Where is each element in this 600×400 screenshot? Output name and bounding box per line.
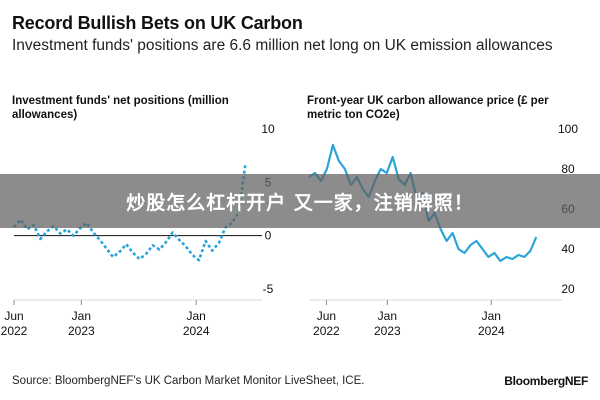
x-tick-label: Jan: [482, 309, 501, 323]
x-tick-label: 2022: [313, 324, 340, 338]
left-panel-title: Investment funds' net positions (million…: [12, 95, 229, 121]
brand-logo: BloombergNEF: [504, 374, 588, 388]
x-tick-label: 2022: [1, 324, 28, 338]
y-tick-label: 10: [261, 122, 275, 136]
y-tick: 20: [561, 282, 575, 296]
carbon-price-chart: 10080604020Jun2022Jan2023Jan2024: [308, 122, 578, 338]
x-tick-label: Jan: [187, 309, 206, 323]
y-tick-label: 20: [561, 282, 575, 296]
x-tick-label: Jan: [378, 309, 397, 323]
y-tick-label: 100: [558, 122, 578, 136]
x-tick-label: 2024: [478, 324, 505, 338]
y-tick-label: -5: [263, 282, 274, 296]
y-tick: 40: [561, 242, 575, 256]
chart-subtitle: Investment funds' positions are 6.6 mill…: [12, 37, 553, 54]
watermark-banner: [0, 174, 600, 228]
x-tick-label: Jan: [72, 309, 91, 323]
source-note: Source: BloombergNEF's UK Carbon Market …: [12, 375, 365, 387]
x-tick-label: 2023: [374, 324, 401, 338]
x-tick-label: Jun: [4, 309, 23, 323]
x-tick-label: 2023: [68, 324, 95, 338]
right-panel-title: Front-year UK carbon allowance price (£ …: [307, 95, 549, 121]
chart-title: Record Bullish Bets on UK Carbon: [12, 13, 303, 33]
y-tick-label: 0: [265, 229, 272, 243]
y-tick: 80: [561, 162, 575, 176]
y-tick-label: 80: [561, 162, 575, 176]
watermark-text: 炒股怎么杠杆开户 又一家，注销牌照！: [126, 192, 474, 214]
y-tick: 0: [265, 229, 272, 243]
x-tick-label: Jun: [317, 309, 336, 323]
y-tick: 10: [261, 122, 275, 136]
y-tick: 100: [558, 122, 578, 136]
x-tick-label: 2024: [183, 324, 210, 338]
y-tick-label: 40: [561, 242, 575, 256]
y-tick: -5: [263, 282, 274, 296]
